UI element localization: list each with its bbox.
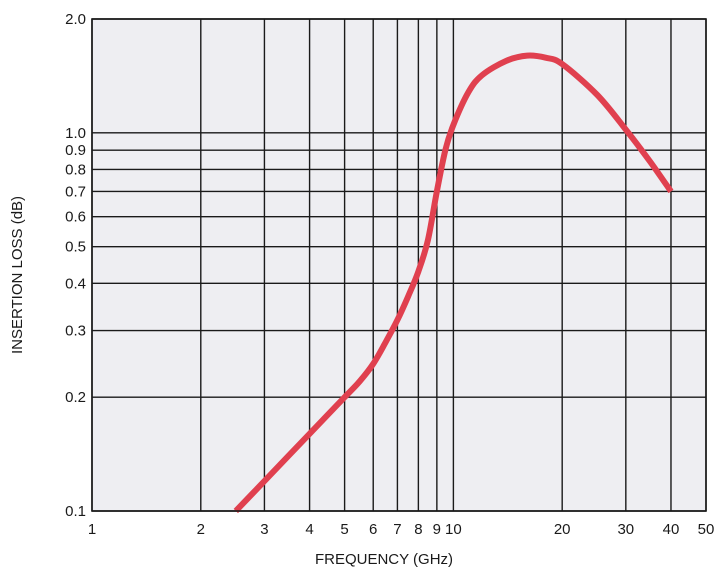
- y-tick-label: 0.7: [65, 183, 86, 200]
- plot-area: [92, 19, 706, 511]
- x-tick-label: 9: [433, 521, 441, 538]
- x-tick-labels: 1 2 3 4 5 6 7 8 9 10 20 30 40 50: [88, 521, 714, 538]
- x-axis-label: FREQUENCY (GHz): [315, 551, 453, 568]
- y-tick-label: 0.4: [65, 275, 86, 292]
- y-tick-label: 0.1: [65, 503, 86, 520]
- y-tick-labels: 0.1 0.2 0.3 0.4 0.5 0.6 0.7 0.8 0.91.0 2.0: [65, 11, 86, 520]
- y-tick-label: 0.9: [65, 142, 86, 159]
- x-tick-label: 3: [260, 521, 268, 538]
- x-tick-label: 20: [554, 521, 571, 538]
- x-tick-label: 5: [340, 521, 348, 538]
- x-tick-label: 30: [617, 521, 634, 538]
- x-tick-label: 4: [305, 521, 313, 538]
- y-axis-label: INSERTION LOSS (dB): [9, 196, 26, 354]
- x-tick-label: 8: [414, 521, 422, 538]
- x-tick-label: 50: [698, 521, 714, 538]
- y-tick-label: 0.6: [65, 209, 86, 226]
- y-tick-label: 0.8: [65, 161, 86, 178]
- x-tick-label: 10: [445, 521, 462, 538]
- series-line-insertion-loss: [233, 52, 674, 514]
- x-tick-label: 7: [393, 521, 401, 538]
- plot-frame: [91, 18, 707, 512]
- y-tick-label: 2.0: [65, 11, 86, 28]
- x-tick-label: 6: [369, 521, 377, 538]
- x-tick-label: 40: [663, 521, 680, 538]
- x-tick-label: 2: [197, 521, 205, 538]
- y-tick-label: 0.5: [65, 239, 86, 256]
- y-tick-label: 0.3: [65, 323, 86, 340]
- y-tick-label: 1.0: [65, 125, 86, 142]
- y-tick-label: 0.2: [65, 389, 86, 406]
- x-tick-label: 1: [88, 521, 96, 538]
